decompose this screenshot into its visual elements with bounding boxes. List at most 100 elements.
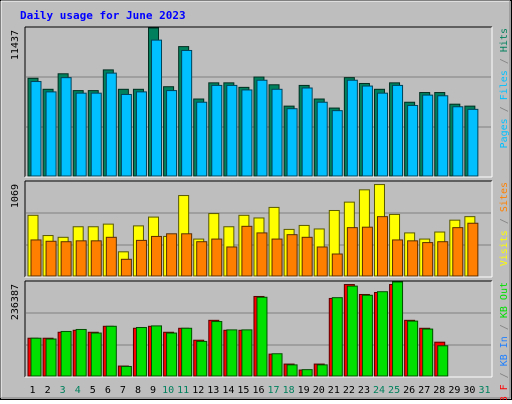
panel-kbytes: 236387 KB F / KB In / KB Out bbox=[10, 280, 510, 404]
bar-kb-out-day-10 bbox=[166, 332, 178, 377]
legend-part: Sites bbox=[499, 182, 510, 212]
bar-kb-out-day-6 bbox=[105, 325, 117, 377]
bar-kb-out-day-27 bbox=[422, 328, 434, 377]
day-label: 22 bbox=[343, 385, 355, 396]
bar-files-day-13 bbox=[211, 84, 223, 177]
legend-part: / bbox=[499, 212, 510, 230]
bar-sites-day-22 bbox=[346, 227, 358, 277]
bar-sites-day-3 bbox=[60, 241, 72, 277]
panel-visits-sites: 1069 Visits / Sites bbox=[10, 180, 510, 278]
legend-part: KB F bbox=[499, 384, 510, 400]
bar-kb-out-day-13 bbox=[211, 321, 223, 377]
bar-sites-day-8 bbox=[135, 239, 147, 277]
legend-part: KB In bbox=[499, 336, 510, 366]
day-label: 24 bbox=[373, 385, 385, 396]
bar-kb-out-day-24 bbox=[376, 291, 388, 377]
bar-sites-day-2 bbox=[45, 240, 57, 277]
bar-sites-day-27 bbox=[422, 242, 434, 277]
bar-kb-out-day-19 bbox=[301, 369, 313, 377]
bar-kb-out-day-17 bbox=[271, 353, 283, 377]
bar-sites-day-9 bbox=[151, 235, 163, 277]
bar-sites-day-11 bbox=[181, 233, 193, 277]
bar-files-day-21 bbox=[331, 110, 343, 177]
bar-sites-day-4 bbox=[75, 240, 87, 277]
day-label: 23 bbox=[358, 385, 370, 396]
bar-kb-out-day-3 bbox=[60, 330, 72, 377]
bar-files-day-2 bbox=[45, 91, 57, 177]
panel-side-legend: Pages / Files / Hits bbox=[499, 28, 510, 148]
day-label: 19 bbox=[298, 385, 310, 396]
panel-side-legend: KB F / KB In / KB Out bbox=[499, 282, 510, 400]
day-label: 11 bbox=[177, 385, 189, 396]
bar-files-day-9 bbox=[151, 39, 163, 177]
day-label: 29 bbox=[448, 385, 460, 396]
bar-files-day-27 bbox=[422, 94, 434, 177]
bar-sites-day-23 bbox=[361, 226, 373, 277]
bar-files-day-18 bbox=[286, 108, 298, 177]
bar-files-day-10 bbox=[166, 90, 178, 177]
bar-kb-out-day-2 bbox=[45, 338, 57, 377]
bar-sites-day-18 bbox=[286, 234, 298, 277]
bar-kb-out-day-16 bbox=[256, 296, 268, 377]
legend-part: Hits bbox=[499, 28, 510, 52]
day-label: 17 bbox=[268, 385, 280, 396]
bar-kb-out-day-22 bbox=[346, 285, 358, 377]
bar-kb-out-day-15 bbox=[241, 329, 253, 377]
bar-sites-day-28 bbox=[437, 241, 449, 277]
legend-part: KB Out bbox=[499, 282, 510, 318]
bar-kb-out-day-9 bbox=[151, 325, 163, 377]
series-kb-out bbox=[30, 281, 449, 377]
bar-sites-day-24 bbox=[376, 216, 388, 277]
bar-sites-day-29 bbox=[452, 227, 464, 277]
bar-sites-day-15 bbox=[241, 225, 253, 277]
panel-max-label: 1069 bbox=[10, 184, 21, 208]
bar-files-day-30 bbox=[467, 108, 479, 177]
day-label: 4 bbox=[75, 385, 81, 396]
bar-sites-day-19 bbox=[301, 236, 313, 277]
day-label: 13 bbox=[207, 385, 219, 396]
day-label: 5 bbox=[90, 385, 96, 396]
legend-part: / bbox=[499, 366, 510, 384]
bar-kb-out-day-28 bbox=[437, 345, 449, 377]
day-label: 7 bbox=[120, 385, 126, 396]
day-label: 25 bbox=[388, 385, 400, 396]
bar-files-day-26 bbox=[407, 104, 419, 177]
bar-files-day-17 bbox=[271, 88, 283, 177]
bar-kb-out-day-25 bbox=[392, 281, 404, 377]
bar-kb-out-day-12 bbox=[196, 340, 208, 377]
bar-files-day-3 bbox=[60, 77, 72, 177]
panel-max-label: 236387 bbox=[10, 284, 21, 320]
day-label: 12 bbox=[192, 385, 204, 396]
bar-kb-out-day-14 bbox=[226, 329, 238, 377]
day-label: 18 bbox=[283, 385, 295, 396]
bar-sites-day-7 bbox=[120, 258, 132, 277]
day-label: 10 bbox=[162, 385, 174, 396]
bar-files-day-7 bbox=[120, 93, 132, 177]
bar-sites-day-17 bbox=[271, 238, 283, 277]
bar-files-day-11 bbox=[181, 49, 193, 177]
bar-files-day-8 bbox=[135, 91, 147, 177]
bar-kb-out-day-1 bbox=[30, 337, 42, 377]
day-label: 1 bbox=[30, 385, 36, 396]
legend-part: / bbox=[499, 100, 510, 118]
bar-files-day-29 bbox=[452, 106, 464, 177]
bar-sites-day-6 bbox=[105, 236, 117, 277]
chart-title: Daily usage for June 2023 bbox=[20, 9, 186, 22]
bar-files-day-1 bbox=[30, 81, 42, 177]
bar-sites-day-13 bbox=[211, 238, 223, 277]
bar-kb-out-day-11 bbox=[181, 327, 193, 377]
bar-files-day-24 bbox=[376, 92, 388, 177]
bar-files-day-14 bbox=[226, 84, 238, 177]
series-sites bbox=[30, 216, 479, 277]
bar-files-day-23 bbox=[361, 85, 373, 177]
bar-files-day-15 bbox=[241, 89, 253, 177]
bar-kb-out-day-8 bbox=[135, 326, 147, 377]
panel-max-label: 11437 bbox=[10, 30, 21, 60]
bar-files-day-6 bbox=[105, 72, 117, 177]
day-label: 9 bbox=[150, 385, 156, 396]
bar-files-day-5 bbox=[90, 92, 102, 177]
bar-kb-out-day-21 bbox=[331, 297, 343, 377]
day-label: 31 bbox=[478, 385, 490, 396]
day-label: 2 bbox=[45, 385, 51, 396]
